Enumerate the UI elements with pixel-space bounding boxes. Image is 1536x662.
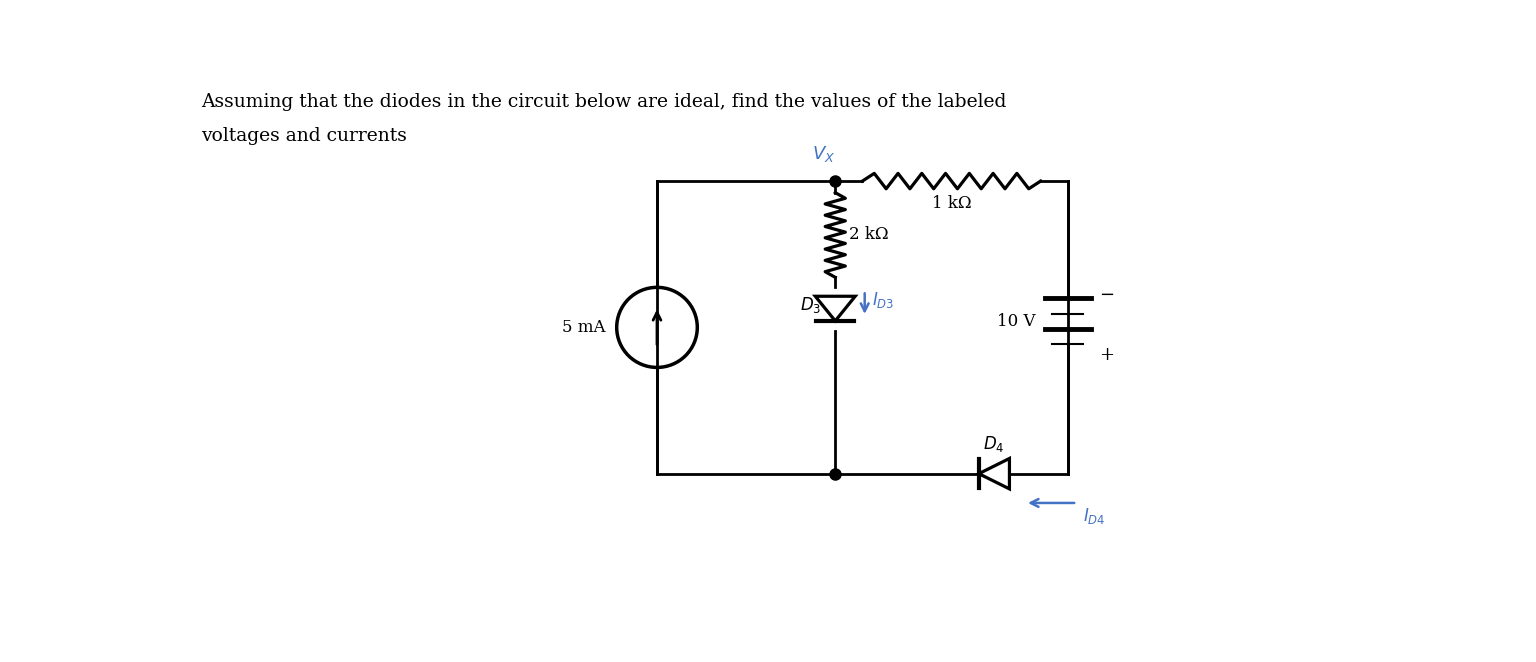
Text: 5 mA: 5 mA <box>562 319 605 336</box>
Text: $I_{D3}$: $I_{D3}$ <box>872 290 895 310</box>
Text: −: − <box>1098 286 1114 304</box>
Text: 2 kΩ: 2 kΩ <box>849 226 889 244</box>
Text: $V_X$: $V_X$ <box>813 144 836 164</box>
Text: voltages and currents: voltages and currents <box>201 127 407 145</box>
Polygon shape <box>978 459 1009 489</box>
Text: 1 kΩ: 1 kΩ <box>932 195 971 212</box>
Text: +: + <box>1098 346 1114 364</box>
Text: Assuming that the diodes in the circuit below are ideal, find the values of the : Assuming that the diodes in the circuit … <box>201 93 1006 111</box>
Text: $D_3$: $D_3$ <box>800 295 822 314</box>
Polygon shape <box>816 297 856 321</box>
Text: $D_4$: $D_4$ <box>983 434 1005 454</box>
Text: 10 V: 10 V <box>997 312 1035 330</box>
Text: $I_{D4}$: $I_{D4}$ <box>1083 506 1106 526</box>
